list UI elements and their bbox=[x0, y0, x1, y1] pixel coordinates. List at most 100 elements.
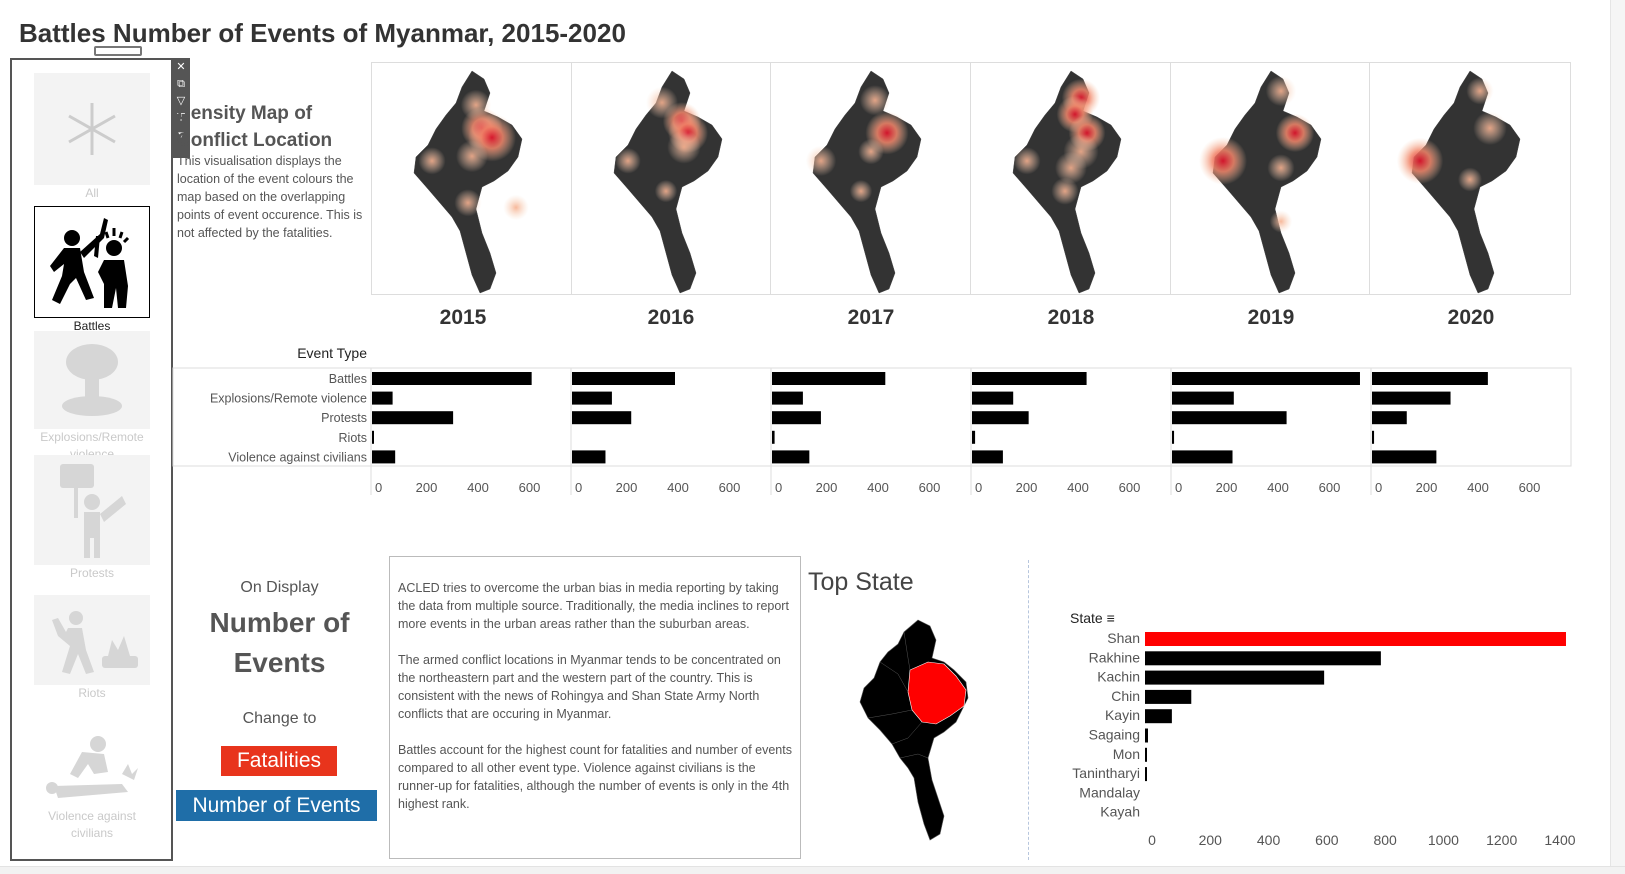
close-icon[interactable]: ✕ bbox=[176, 60, 186, 73]
filter-item-protests[interactable]: Protests bbox=[34, 455, 150, 582]
filter-icon[interactable]: ▽ bbox=[176, 94, 186, 107]
state-bar-kachin bbox=[1145, 670, 1325, 685]
x-tick-label: 0 bbox=[975, 480, 982, 495]
bar-2018-2 bbox=[972, 411, 1029, 425]
state-x-tick-label: 1400 bbox=[1544, 832, 1575, 848]
filter-label: Battles bbox=[73, 319, 111, 333]
density-spot bbox=[1269, 210, 1292, 233]
bar-2020-2 bbox=[1372, 411, 1407, 425]
x-tick-label: 600 bbox=[1119, 480, 1141, 495]
density-map-2019[interactable] bbox=[1171, 63, 1371, 294]
state-bar-tanintharyi bbox=[1145, 767, 1147, 782]
category-label: Violence against civilians bbox=[228, 450, 367, 464]
x-tick-label: 0 bbox=[575, 480, 582, 495]
density-map-2018[interactable] bbox=[971, 63, 1171, 294]
filter-item-violence-civilians[interactable]: Violence against civilians bbox=[34, 730, 150, 842]
on-display-label: On Display bbox=[240, 579, 319, 596]
x-tick-label: 0 bbox=[775, 480, 782, 495]
vertical-scrollbar[interactable] bbox=[1610, 0, 1625, 866]
top-state-bar-chart: State ≡ Shan Rakhine Kachin Chin Kayin Sagaing… bbox=[1070, 610, 1576, 848]
density-map-2020[interactable] bbox=[1370, 63, 1570, 294]
bar-2019-0 bbox=[1172, 372, 1360, 385]
change-to-label: Change to bbox=[242, 710, 317, 727]
state-label: Rakhine bbox=[1089, 649, 1141, 665]
x-tick-label: 400 bbox=[1267, 480, 1289, 495]
bar-2017-2 bbox=[772, 411, 821, 425]
density-spot bbox=[858, 138, 885, 165]
state-label: Sagaing bbox=[1089, 727, 1140, 743]
x-tick-label: 600 bbox=[519, 480, 541, 495]
density-spot bbox=[860, 85, 891, 116]
bar-2019-4 bbox=[1172, 450, 1233, 464]
x-tick-label: 200 bbox=[416, 480, 438, 495]
state-bar-rakhine bbox=[1145, 651, 1381, 666]
asterisk-icon bbox=[34, 73, 150, 185]
explosion-icon bbox=[34, 331, 150, 429]
myanmar-outline bbox=[859, 619, 969, 841]
state-label: Kayin bbox=[1105, 707, 1140, 723]
number-of-events-button[interactable]: Number of Events bbox=[176, 790, 377, 821]
x-tick-label: 400 bbox=[467, 480, 489, 495]
density-map-2015[interactable] bbox=[372, 63, 572, 294]
bar-2015-3 bbox=[372, 430, 374, 444]
state-label: Kayah bbox=[1100, 804, 1140, 820]
fatalities-button[interactable]: Fatalities bbox=[221, 746, 337, 776]
state-label: Chin bbox=[1111, 688, 1140, 704]
density-map-description: This visualisation displays the location… bbox=[177, 154, 363, 240]
bar-2020-0 bbox=[1372, 372, 1488, 385]
density-spot bbox=[614, 148, 641, 174]
x-tick-label: 200 bbox=[816, 480, 838, 495]
density-map-2016[interactable] bbox=[572, 63, 772, 294]
bar-2015-2 bbox=[372, 411, 454, 425]
event-type-bar-chart: Event Type Battles Explosions/Remote viole… bbox=[172, 345, 1572, 495]
year-label-2018: 2018 bbox=[1047, 306, 1095, 329]
category-label: Explosions/Remote violence bbox=[210, 392, 367, 406]
x-tick-label: 0 bbox=[1375, 480, 1382, 495]
x-tick-label: 400 bbox=[1467, 480, 1489, 495]
bar-2015-0 bbox=[372, 372, 532, 385]
state-map[interactable] bbox=[858, 618, 978, 843]
chevron-down-icon[interactable]: ▾ bbox=[178, 128, 184, 141]
pin-icon[interactable]: ⊤ bbox=[176, 111, 186, 124]
density-spot bbox=[1458, 167, 1483, 192]
density-maps-row bbox=[371, 62, 1571, 295]
x-tick-label: 600 bbox=[1319, 480, 1341, 495]
density-spot bbox=[806, 145, 837, 177]
density-spot bbox=[503, 194, 529, 221]
x-tick-label: 600 bbox=[919, 480, 941, 495]
horizontal-scrollbar[interactable] bbox=[0, 866, 1625, 874]
density-map-2017[interactable] bbox=[771, 63, 972, 294]
density-spot bbox=[1397, 137, 1444, 185]
state-label: Mon bbox=[1113, 746, 1140, 762]
panel-drag-handle[interactable] bbox=[94, 46, 142, 56]
state-header: State ≡ bbox=[1070, 610, 1115, 626]
bar-2019-3 bbox=[1172, 430, 1175, 444]
top-state-title: Top State bbox=[808, 568, 914, 596]
filter-item-all[interactable]: All bbox=[34, 73, 150, 202]
density-spot bbox=[654, 179, 677, 203]
note-paragraph: The armed conflict locations in Myanmar … bbox=[398, 653, 781, 721]
bar-2016-4 bbox=[572, 450, 606, 464]
bar-2017-1 bbox=[772, 391, 803, 405]
filter-label: Protests bbox=[69, 566, 114, 580]
shan-state bbox=[907, 661, 967, 725]
density-spot bbox=[454, 189, 482, 217]
density-spot bbox=[418, 147, 446, 175]
bar-2017-4 bbox=[772, 450, 810, 464]
filter-item-riots[interactable]: Riots bbox=[34, 595, 150, 702]
popout-icon[interactable]: ⧉ bbox=[177, 77, 185, 90]
filter-label: Violence against civilians bbox=[48, 809, 136, 840]
bar-2018-3 bbox=[972, 430, 976, 444]
density-spot bbox=[1275, 113, 1314, 153]
density-spot bbox=[1198, 136, 1247, 185]
notes-text-box: ACLED tries to overcome the urban bias i… bbox=[389, 556, 801, 859]
density-spot bbox=[850, 179, 873, 203]
filter-item-battles[interactable]: Battles bbox=[34, 206, 150, 335]
state-bar-sagaing bbox=[1145, 728, 1148, 743]
filter-label: All bbox=[85, 186, 99, 200]
bar-2016-1 bbox=[572, 391, 612, 405]
category-label: Riots bbox=[339, 431, 367, 445]
density-spot bbox=[1051, 177, 1079, 205]
bar-2020-4 bbox=[1372, 450, 1437, 464]
x-tick-label: 0 bbox=[375, 480, 382, 495]
